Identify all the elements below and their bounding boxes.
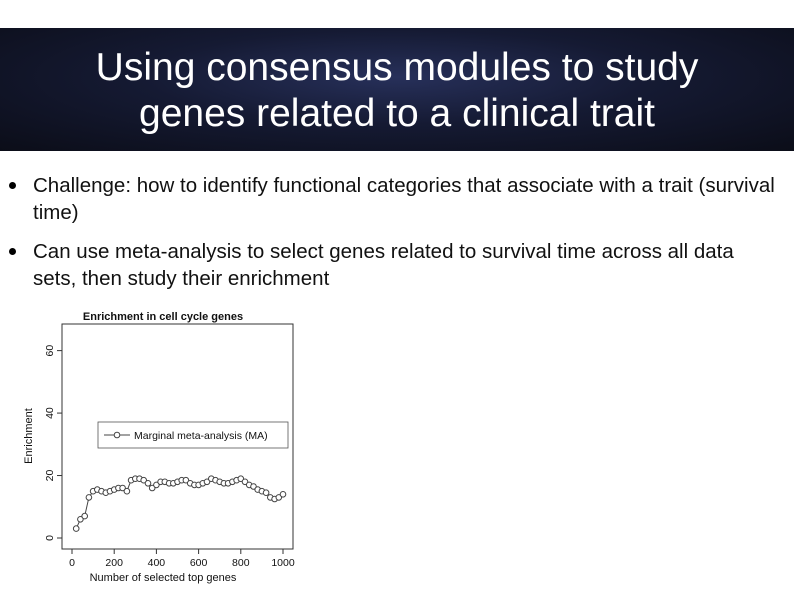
y-tick-label: 0 [44,535,56,541]
x-tick-label: 600 [190,557,208,569]
bullet-item-challenge: Challenge: how to identify functional ca… [9,172,778,226]
y-axis-label: Enrichment [23,408,35,464]
data-point [279,491,287,498]
x-tick-label: 1000 [271,557,295,569]
data-point [123,487,131,495]
x-tick-label: 0 [69,557,75,569]
data-point [72,525,80,532]
title-line-2: genes related to a clinical trait [139,91,655,135]
x-tick-label: 400 [148,557,166,569]
data-point [144,480,152,487]
bullet-dot-icon [9,248,16,255]
data-point [85,494,93,501]
bullet-text: Challenge: how to identify functional ca… [33,174,775,224]
data-point [203,478,211,486]
title-bar: Using consensus modules to study genes r… [0,28,794,151]
bullet-dot-icon [9,182,16,189]
legend: Marginal meta-analysis (MA) [97,421,289,449]
x-tick-label: 800 [232,557,250,569]
bullet-item-meta-analysis: Can use meta-analysis to select genes re… [9,238,778,292]
y-tick-label: 60 [44,345,56,357]
data-point [140,476,147,484]
data-point [81,512,88,520]
x-axis-label: Number of selected top genes [90,572,237,584]
slide-title: Using consensus modules to study genes r… [96,45,699,137]
enrichment-chart: Enrichment in cell cycle genes 0 200 400 60… [23,311,295,584]
y-tick-label: 20 [44,470,56,482]
data-point [77,516,84,523]
title-line-1: Using consensus modules to study [95,45,699,89]
legend-marker [113,431,121,439]
data-point [262,489,270,496]
bullet-text: Can use meta-analysis to select genes re… [33,240,734,290]
plot-frame [61,323,294,550]
legend-label: Marginal meta-analysis (MA) [134,430,268,442]
chart-title: Enrichment in cell cycle genes [83,311,243,323]
data-point [119,484,126,492]
data-point [182,476,190,484]
series-group [72,475,287,532]
axes: 0 200 400 600 800 1000 0 20 40 60 [44,345,295,569]
x-tick-label: 200 [105,557,123,569]
y-tick-label: 40 [44,407,56,419]
